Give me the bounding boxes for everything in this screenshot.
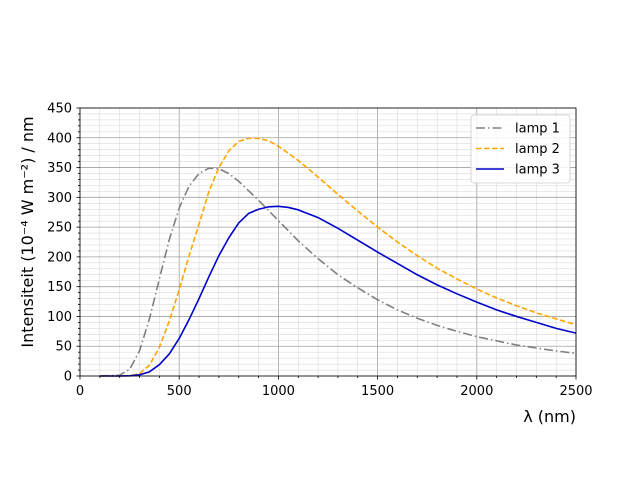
legend-label: lamp 3 xyxy=(515,163,560,178)
x-axis-label: λ (nm) xyxy=(523,407,576,426)
series-line-3 xyxy=(99,205,577,377)
plot-frame xyxy=(79,107,577,377)
y-tick-label: 50 xyxy=(55,340,72,355)
x-tick-label: 500 xyxy=(167,384,192,399)
x-tick-label: 1500 xyxy=(361,384,394,399)
y-tick-label: 350 xyxy=(47,161,72,176)
x-tick-label: 2500 xyxy=(559,384,592,399)
y-tick-label: 200 xyxy=(47,250,72,265)
grid-lines xyxy=(79,107,577,377)
y-tick-label: 0 xyxy=(64,370,72,385)
series-line-2 xyxy=(99,137,577,377)
legend: lamp 1 lamp 2 lamp 3 xyxy=(470,114,571,184)
tick-labels: 0 500 1000 1500 2000 2500 0 50 100 150 200 250 300 35… xyxy=(47,102,592,400)
legend-label: lamp 1 xyxy=(515,122,560,137)
x-tick-label: 1000 xyxy=(262,384,295,399)
y-tick-label: 450 xyxy=(47,102,72,117)
y-tick-label: 100 xyxy=(47,310,72,325)
y-tick-label: 250 xyxy=(47,221,72,236)
y-tick-label: 150 xyxy=(47,280,72,295)
x-tick-label: 2000 xyxy=(460,384,493,399)
x-tick-label: 0 xyxy=(76,384,84,399)
y-axis-label: Intensiteit (10⁻⁴ W m⁻²) / nm xyxy=(18,116,37,347)
plot-lines xyxy=(99,137,577,377)
legend-box xyxy=(470,114,571,184)
axis-ticks xyxy=(76,107,577,380)
y-tick-label: 400 xyxy=(47,131,72,146)
legend-label: lamp 2 xyxy=(515,142,560,157)
y-tick-label: 300 xyxy=(47,191,72,206)
